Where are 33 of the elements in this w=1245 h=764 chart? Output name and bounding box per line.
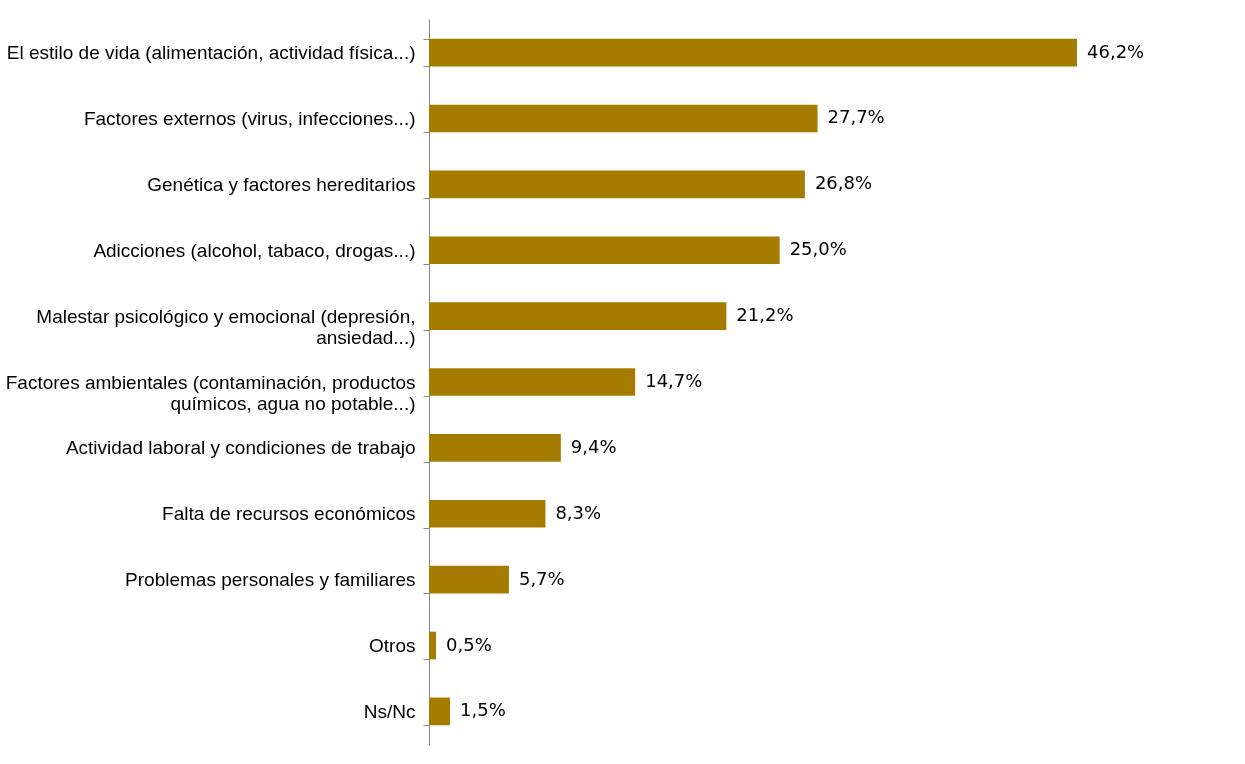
y-tick-label: Problemas personales y familiares [125, 569, 416, 591]
data-label: 27,7% [827, 106, 885, 128]
data-label: 1,5% [460, 699, 506, 721]
bar [429, 631, 437, 660]
bar [429, 236, 780, 265]
data-label: 21,2% [736, 304, 794, 326]
data-label: 8,3% [555, 501, 602, 523]
y-tick-label: Factores externos (virus, infecciones...) [83, 107, 416, 129]
bar [429, 170, 805, 199]
bar [429, 499, 546, 528]
y-tick-label: Otros [369, 635, 416, 657]
y-tick-label: Ns/Nc [363, 700, 416, 722]
data-label: 5,7% [518, 567, 565, 589]
data-label: 25,0% [789, 238, 847, 260]
bar [429, 104, 818, 133]
data-label: 0,5% [446, 633, 492, 655]
bar [429, 565, 509, 594]
data-label: 26,8% [814, 172, 873, 194]
data-label: 9,4% [570, 435, 617, 457]
bar [429, 38, 1077, 67]
data-label: 46,2% [1087, 40, 1145, 62]
bar [429, 368, 636, 396]
y-tick-label: Falta de recursos económicos [162, 503, 416, 525]
y-tick-label: Actividad laboral y condiciones de trabajo [65, 437, 416, 459]
bar [429, 697, 451, 726]
y-tick-label: Factores ambientales (contaminación, productos químicos, agua no potable...) [5, 371, 416, 414]
bar [429, 302, 727, 330]
data-label: 14,7% [645, 370, 703, 391]
y-tick-label: El estilo de vida (alimentación, actividad física...) [6, 42, 416, 64]
y-tick-label: Genética y factores hereditarios [147, 173, 416, 195]
y-tick-label: Malestar psicológico y emocional (depresión, ansiedad...) [36, 305, 416, 348]
y-tick-label: Adicciones (alcohol, tabaco, drogas...) [93, 239, 416, 261]
bar [429, 434, 561, 462]
